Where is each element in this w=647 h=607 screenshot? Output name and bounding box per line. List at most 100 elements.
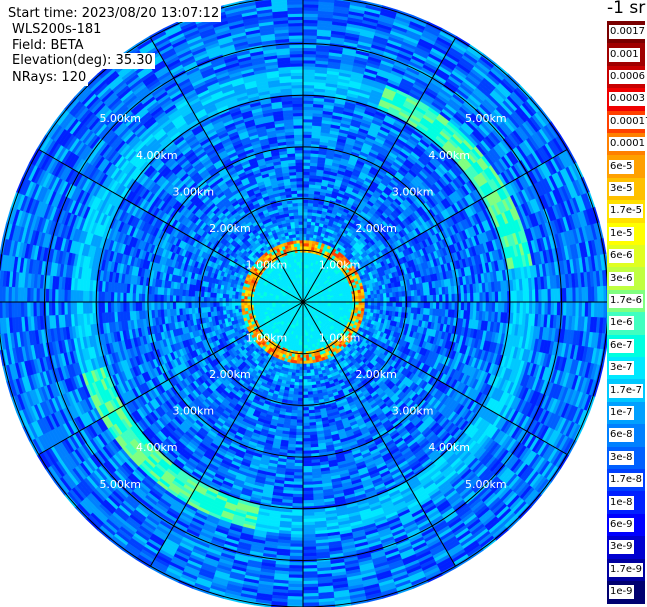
beta-cell [336,297,341,301]
beta-cell [302,155,311,160]
beta-cell [361,304,366,309]
beta-cell [423,295,428,303]
beta-cell [426,295,431,303]
beta-cell [485,301,490,312]
beta-cell [302,90,315,95]
beta-cell [302,44,317,49]
beta-cell [479,292,484,303]
beta-cell [302,171,311,176]
beta-cell [302,134,313,139]
beta-cell [383,301,387,307]
beta-cell [389,306,394,312]
beta-cell [302,186,310,191]
beta-cell [566,287,570,303]
beta-cell [302,124,313,129]
beta-cell [451,293,456,303]
beta-cell [513,301,518,314]
beta-cell [370,294,375,299]
beta-cell [451,301,456,311]
beta-cell [306,230,311,235]
beta-cell [302,230,307,235]
beta-cell [302,159,311,163]
beta-cell [553,288,558,303]
beta-cell [306,224,312,229]
beta-cell [460,301,465,311]
beta-cell [302,28,318,33]
beta-cell [556,288,561,303]
beta-cell [525,301,530,315]
beta-cell [302,100,314,105]
beta-cell [349,296,353,300]
beta-cell [429,301,434,310]
beta-cell [504,301,508,313]
beta-cell [302,193,309,197]
beta-cell [302,214,308,219]
beta-cell [417,295,422,303]
beta-cell [302,233,307,238]
beta-cell [380,297,384,303]
beta-cell [562,301,567,317]
beta-cell [435,301,440,310]
beta-cell [491,301,496,313]
beta-cell [364,294,369,300]
beta-cell [379,293,384,299]
beta-cell [488,291,493,303]
beta-cell [500,291,505,303]
beta-cell [376,305,381,311]
beta-cell [305,239,310,244]
beta-cell [302,221,308,225]
beta-cell [364,301,369,306]
beta-cell [367,301,372,306]
beta-cell [516,290,521,303]
beta-cell [361,295,366,300]
beta-cell [302,208,309,213]
beta-cell [302,168,311,173]
beta-cell [460,293,465,303]
beta-cell [401,296,406,303]
beta-cell [302,236,307,241]
beta-cell [535,301,539,315]
beta-cell [302,149,312,154]
beta-cell [302,0,320,2]
beta-cell [544,288,549,303]
beta-cell [382,292,387,299]
beta-cell [386,301,391,307]
beta-cell [504,291,508,303]
beta-cell [302,47,317,52]
beta-cell [442,294,446,303]
beta-cell [389,292,394,298]
beta-cell [550,288,555,303]
beta-cell [302,218,308,222]
beta-cell [556,301,561,316]
beta-cell [550,301,555,316]
beta-cell [302,62,316,67]
beta-cell [302,84,315,89]
beta-cell [531,289,536,303]
beta-cell [414,301,419,309]
beta-cell [302,177,310,182]
beta-cell [463,293,468,303]
beta-cell [389,297,394,303]
beta-cell [392,296,397,303]
beta-cell [408,301,412,308]
beta-cell [355,295,360,300]
beta-cell [519,290,524,303]
beta-cell [485,292,490,303]
beta-cell [358,295,363,300]
beta-cell [302,109,314,114]
beta-cell [429,294,434,303]
beta-cell [302,202,309,207]
beta-cell [302,35,318,39]
beta-cell [364,304,369,310]
beta-cell [302,190,310,194]
beta-cell [302,38,318,43]
beta-cell [395,296,400,303]
beta-cell [364,298,369,303]
beta-cell [345,296,350,300]
beta-cell [420,295,425,303]
beta-cell [569,301,574,317]
beta-cell [380,301,384,307]
beta-cell [541,289,546,303]
beta-cell [367,305,372,310]
beta-cell [302,131,313,135]
